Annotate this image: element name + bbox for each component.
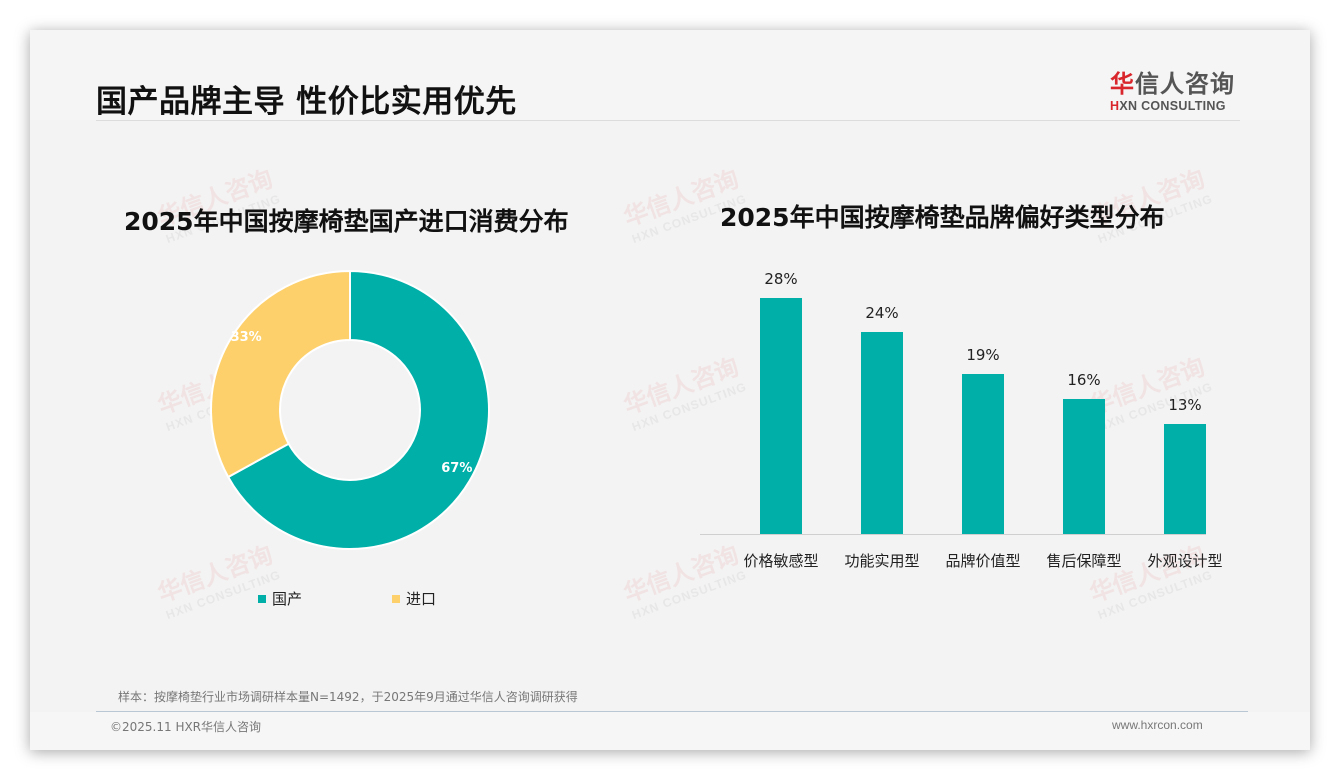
bar xyxy=(962,373,1004,534)
bar-value-label: 19% xyxy=(966,345,1000,364)
legend-label: 进口 xyxy=(406,591,437,608)
logo-en-text: HXN CONSULTING xyxy=(1110,99,1226,113)
bar-category-label: 功能实用型 xyxy=(844,552,920,570)
bar-category-label: 外观设计型 xyxy=(1147,552,1223,570)
footer-band xyxy=(30,712,1310,750)
x-axis-line xyxy=(700,534,1206,535)
legend-swatch-icon xyxy=(258,594,266,603)
donut-slice-domestic xyxy=(226,270,490,550)
logo-cn-text: 华信人咨询 xyxy=(1110,70,1235,98)
slide: 华信人咨询 HXN CONSULTING 华信人咨询 HXN CONSULTING … xyxy=(30,30,1310,750)
legend-swatch-icon xyxy=(392,594,400,603)
bar xyxy=(1164,424,1206,534)
bar xyxy=(760,297,802,534)
bar-value-label: 16% xyxy=(1067,371,1101,390)
bar-value-label: 13% xyxy=(1168,396,1202,415)
bar xyxy=(861,331,903,534)
legend-item-domestic: 国产 xyxy=(258,588,302,609)
bar-chart: 28% 价格敏感型 24% 功能实用型 19% 品牌价值型 16% 售后保障型 13% 外观设计型 xyxy=(700,269,1223,580)
bar-category-label: 品牌价值型 xyxy=(945,552,1021,570)
bar-category-label: 价格敏感型 xyxy=(743,552,819,570)
footer-divider xyxy=(96,711,1248,712)
donut-value-label: 33% xyxy=(231,330,262,345)
source-note: 样本：按摩椅垫行业市场调研样本量N=1492，于2025年9月通过华信人咨询调研… xyxy=(118,690,578,704)
bar-value-label: 24% xyxy=(865,303,899,322)
header-band xyxy=(30,30,1310,120)
legend-label: 国产 xyxy=(272,591,303,608)
page-title: 国产品牌主导 性价比实用优先 xyxy=(96,84,517,120)
donut-value-label: 67% xyxy=(441,461,472,476)
website-link[interactable]: www.hxrcon.com xyxy=(1112,718,1203,732)
company-logo: 华信人咨询 HXN CONSULTING xyxy=(1110,64,1250,113)
bar-value-label: 28% xyxy=(764,269,798,288)
legend-item-import: 进口 xyxy=(392,588,436,609)
donut-slice-import xyxy=(210,270,351,479)
bar-category-label: 售后保障型 xyxy=(1046,552,1122,570)
copyright-text: ©2025.11 HXR华信人咨询 xyxy=(110,720,262,734)
donut-chart: 67% 33% xyxy=(210,270,490,550)
bar-chart-title: 2025年中国按摩椅垫品牌偏好类型分布 xyxy=(720,203,1165,232)
donut-chart-title: 2025年中国按摩椅垫国产进口消费分布 xyxy=(124,207,569,236)
bar xyxy=(1063,399,1105,534)
title-divider xyxy=(96,120,1240,121)
